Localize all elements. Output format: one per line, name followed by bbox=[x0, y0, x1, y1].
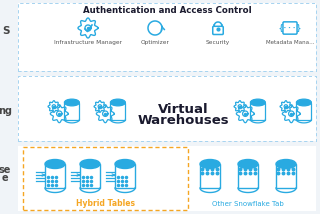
Text: Other Snowflake Tab: Other Snowflake Tab bbox=[212, 201, 284, 207]
Ellipse shape bbox=[45, 159, 65, 168]
Text: {···}: {···} bbox=[278, 24, 301, 33]
Ellipse shape bbox=[200, 159, 220, 168]
FancyBboxPatch shape bbox=[18, 76, 316, 141]
Ellipse shape bbox=[276, 159, 296, 168]
Ellipse shape bbox=[296, 99, 311, 106]
FancyBboxPatch shape bbox=[18, 146, 316, 211]
Text: e: e bbox=[2, 173, 8, 183]
Text: Security: Security bbox=[206, 40, 230, 45]
FancyBboxPatch shape bbox=[213, 26, 223, 34]
Polygon shape bbox=[45, 164, 65, 188]
Polygon shape bbox=[80, 164, 100, 188]
Ellipse shape bbox=[115, 159, 135, 168]
Polygon shape bbox=[276, 164, 296, 188]
Text: Warehouses: Warehouses bbox=[137, 113, 229, 126]
Ellipse shape bbox=[238, 159, 258, 168]
Polygon shape bbox=[64, 103, 79, 119]
Text: S: S bbox=[2, 26, 10, 36]
Polygon shape bbox=[115, 164, 135, 188]
Text: Optimizer: Optimizer bbox=[140, 40, 169, 45]
FancyBboxPatch shape bbox=[283, 22, 297, 34]
Polygon shape bbox=[110, 103, 125, 119]
Text: ng: ng bbox=[0, 106, 12, 116]
Text: Authentication and Access Control: Authentication and Access Control bbox=[83, 6, 251, 15]
Ellipse shape bbox=[110, 99, 125, 106]
Polygon shape bbox=[238, 164, 258, 188]
Ellipse shape bbox=[250, 99, 265, 106]
Text: Metadata Mana…: Metadata Mana… bbox=[266, 40, 314, 45]
Ellipse shape bbox=[64, 99, 79, 106]
Text: se: se bbox=[0, 165, 11, 175]
Text: Hybrid Tables: Hybrid Tables bbox=[76, 199, 134, 208]
Polygon shape bbox=[250, 103, 265, 119]
Polygon shape bbox=[296, 103, 311, 119]
FancyBboxPatch shape bbox=[18, 3, 316, 71]
Polygon shape bbox=[200, 164, 220, 188]
Text: Virtual: Virtual bbox=[158, 103, 208, 116]
Text: Infrastructure Manager: Infrastructure Manager bbox=[54, 40, 122, 45]
Ellipse shape bbox=[80, 159, 100, 168]
